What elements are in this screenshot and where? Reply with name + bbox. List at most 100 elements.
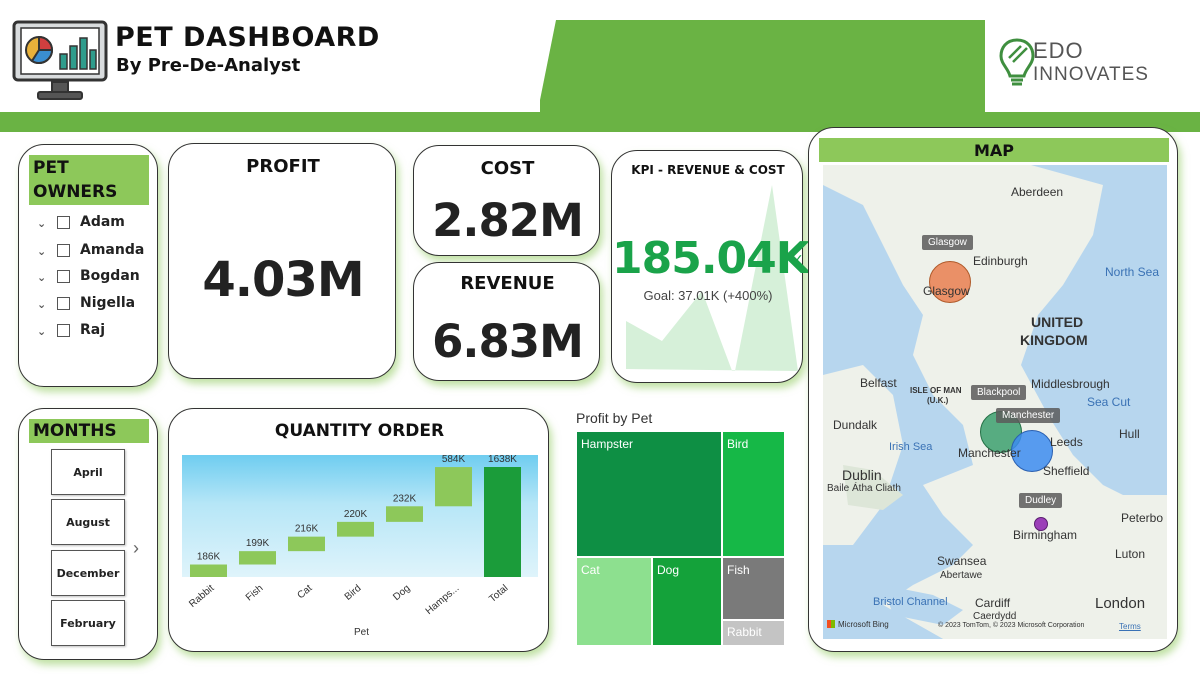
checkbox[interactable] xyxy=(57,215,70,229)
checkbox[interactable] xyxy=(57,269,70,283)
owner-label: Adam xyxy=(80,214,125,230)
owner-item-nigella[interactable]: ⌄ Nigella xyxy=(37,292,135,314)
waterfall-bar-fish[interactable] xyxy=(239,551,276,565)
waterfall-bar-rabbit[interactable] xyxy=(190,564,227,577)
treemap-cell-dog[interactable]: Dog xyxy=(652,557,722,646)
checkbox[interactable] xyxy=(57,296,70,310)
map-label-isle-of-man-1: ISLE OF MAN xyxy=(910,386,962,395)
map-label-birmingham: Birmingham xyxy=(1013,528,1078,542)
waterfall-bar-bird[interactable] xyxy=(337,521,374,537)
waterfall-bar-total[interactable] xyxy=(484,467,521,577)
map-label-hull: Hull xyxy=(1119,427,1140,441)
revenue-label: REVENUE xyxy=(460,273,555,294)
dashboard-monitor-icon xyxy=(12,20,108,102)
waterfall-bar-hamps[interactable] xyxy=(435,467,472,507)
treemap-cell-rabbit[interactable]: Rabbit xyxy=(722,620,785,646)
quantity-order-card: QUANTITY ORDER 186K Rabbit 199K Fish 216K Cat… xyxy=(168,408,549,652)
map-label-north-sea: North Sea xyxy=(1105,265,1160,279)
chevron-down-icon[interactable]: ⌄ xyxy=(37,271,47,284)
map-label-bristol-channel: Bristol Channel xyxy=(873,596,948,608)
map-tooltip-glasgow: Glasgow xyxy=(922,235,973,250)
owner-label: Raj xyxy=(80,322,106,338)
treemap-cell-bird[interactable]: Bird xyxy=(722,431,785,557)
map-label-swansea: Swansea xyxy=(937,554,987,568)
waterfall-category-label: Total xyxy=(487,583,510,605)
waterfall-category-label: Rabbit xyxy=(187,583,216,610)
month-button-april[interactable]: April xyxy=(51,449,125,495)
map-label-dundalk: Dundalk xyxy=(833,418,878,432)
waterfall-category-label: Bird xyxy=(343,583,364,603)
chevron-right-icon[interactable]: › xyxy=(133,538,139,558)
map-terms-link[interactable]: Terms xyxy=(1119,622,1141,631)
owner-item-bogdan[interactable]: ⌄ Bogdan xyxy=(37,265,140,287)
waterfall-bar-dog[interactable] xyxy=(386,506,423,522)
chevron-down-icon[interactable]: ⌄ xyxy=(37,245,47,258)
map-label-london: London xyxy=(1095,595,1146,612)
map-label-caerdydd: Caerdydd xyxy=(973,611,1017,622)
profit-by-pet-title: Profit by Pet xyxy=(576,410,653,426)
map-label-middlesbrough: Middlesbrough xyxy=(1031,377,1110,391)
header-right-panel xyxy=(985,20,1200,112)
profit-label: PROFIT xyxy=(246,156,320,177)
map-label-aberdeen: Aberdeen xyxy=(1011,185,1064,199)
revenue-value: 6.83M xyxy=(432,315,584,368)
cost-card: COST 2.82M xyxy=(413,145,600,256)
treemap-cell-fish[interactable]: Fish xyxy=(722,557,785,620)
revenue-card: REVENUE 6.83M xyxy=(413,262,600,381)
quantity-order-title: QUANTITY ORDER xyxy=(274,421,445,441)
kpi-value: 185.04K xyxy=(612,233,810,284)
map-label-glasgow: Glasgow xyxy=(923,284,970,298)
map-label-belfast: Belfast xyxy=(860,376,897,390)
map-label-abertawe: Abertawe xyxy=(940,570,983,581)
brand-line-1: EDO xyxy=(1033,38,1084,63)
kpi-title: KPI - REVENUE & COST xyxy=(631,163,785,177)
map-label-uk-1: UNITED xyxy=(1031,314,1084,330)
map-label-peterbo: Peterbo xyxy=(1121,511,1164,525)
kpi-trend-area xyxy=(626,185,798,371)
map-label-luton: Luton xyxy=(1115,547,1146,561)
waterfall-data-label: 1638K xyxy=(488,454,517,465)
profit-card: PROFIT 4.03M xyxy=(168,143,396,379)
owner-item-raj[interactable]: ⌄ Raj xyxy=(37,319,105,341)
map-bubble-dudley[interactable] xyxy=(1034,517,1048,531)
month-button-february[interactable]: February xyxy=(51,600,125,646)
bing-logo-icon xyxy=(827,620,835,628)
waterfall-data-label: 199K xyxy=(246,538,270,549)
waterfall-data-label: 216K xyxy=(295,524,319,535)
pet-owners-slicer: PET OWNERS ⌄ Adam ⌄ Amanda ⌄ Bogdan ⌄ Nigell… xyxy=(18,144,158,387)
treemap-cell-hampster[interactable]: Hampster xyxy=(576,431,722,557)
waterfall-category-label: Cat xyxy=(295,583,314,602)
map-bubble-glasgow[interactable] xyxy=(929,261,971,303)
pet-owners-title-bg xyxy=(29,155,149,205)
chevron-down-icon[interactable]: ⌄ xyxy=(37,217,47,230)
map-title-bg xyxy=(819,138,1169,162)
map-label-irish-sea: Irish Sea xyxy=(889,441,933,453)
pet-owners-title-1: PET xyxy=(33,158,69,178)
owner-item-adam[interactable]: ⌄ Adam xyxy=(37,211,125,233)
month-button-december[interactable]: December xyxy=(51,550,125,596)
map-tooltip-dudley: Dudley xyxy=(1019,493,1063,508)
map-copyright: © 2023 TomTom, © 2023 Microsoft Corporat… xyxy=(938,622,1085,629)
owner-label: Amanda xyxy=(80,242,145,258)
treemap-cell-cat[interactable]: Cat xyxy=(576,557,652,646)
checkbox[interactable] xyxy=(57,323,70,337)
map-label-cardiff: Cardiff xyxy=(975,596,1011,610)
map-label-sheffield: Sheffield xyxy=(1043,464,1090,478)
chevron-down-icon[interactable]: ⌄ xyxy=(37,298,47,311)
cost-label: COST xyxy=(480,158,535,179)
map-area[interactable]: Aberdeen Glasgow Edinburgh Glasgow North… xyxy=(823,165,1167,639)
map-bubble-manchester[interactable] xyxy=(1011,430,1053,472)
chevron-down-icon[interactable]: ⌄ xyxy=(37,325,47,338)
checkbox[interactable] xyxy=(57,243,70,257)
map-bing-label: Microsoft Bing xyxy=(838,620,889,629)
map-label-manchester: Manchester xyxy=(958,446,1021,460)
month-button-august[interactable]: August xyxy=(51,499,125,545)
map-label-baile: Baile Átha Cliath xyxy=(827,483,901,494)
waterfall-category-label: Dog xyxy=(391,583,412,603)
owner-item-amanda[interactable]: ⌄ Amanda xyxy=(37,239,144,261)
edo-innovates-logo: EDO INNOVATES xyxy=(995,34,1175,94)
map-label-uk-2: KINGDOM xyxy=(1020,332,1088,348)
page-subtitle: By Pre-De-Analyst xyxy=(116,55,301,76)
waterfall-bar-cat[interactable] xyxy=(288,536,325,552)
lightbulb-icon xyxy=(999,38,1035,86)
